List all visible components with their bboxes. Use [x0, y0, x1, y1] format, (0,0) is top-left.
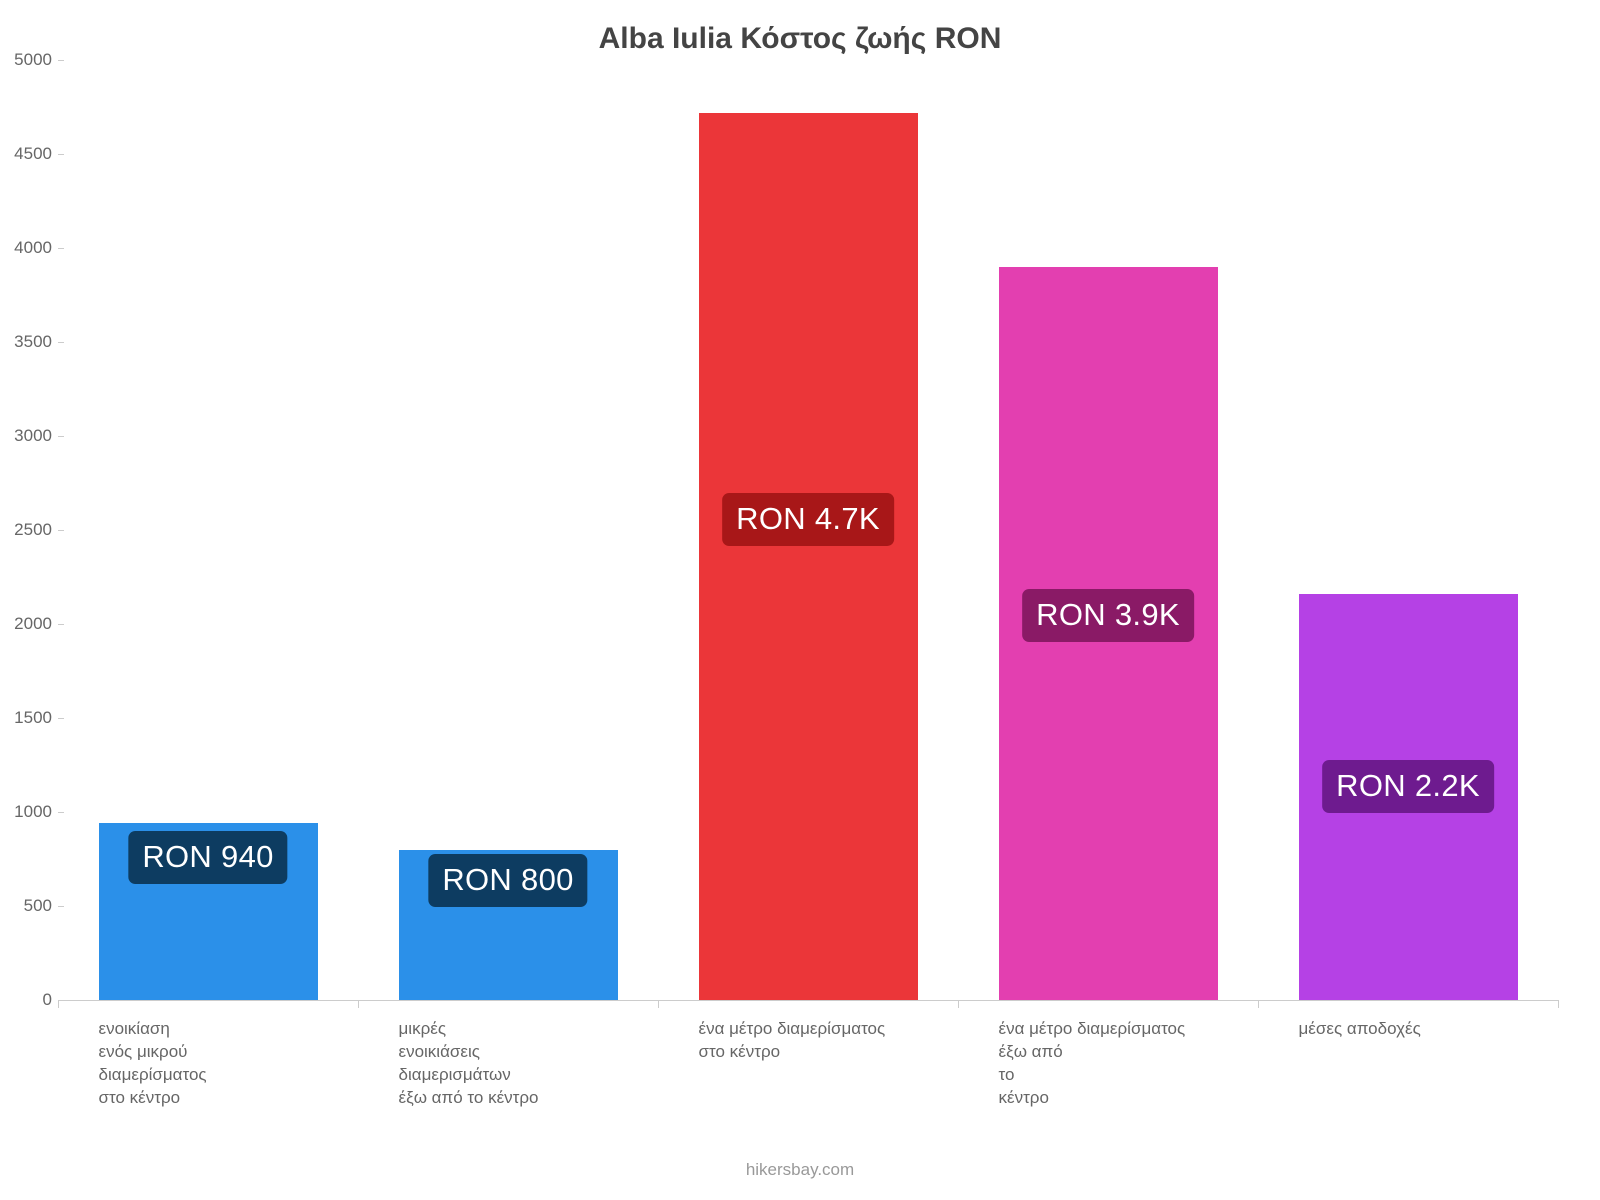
x-axis-tick — [1558, 1000, 1559, 1008]
x-axis-label: μικρές ενοικιάσεις διαμερισμάτων έξω από… — [399, 1018, 618, 1110]
chart-value-badge: RON 2.2K — [1322, 760, 1494, 813]
x-axis-tick — [1258, 1000, 1259, 1008]
y-axis-tick-label: 500 — [24, 896, 52, 916]
x-axis-label: ένα μέτρο διαμερίσματος στο κέντρο — [699, 1018, 918, 1064]
y-axis-tick-label: 2000 — [14, 614, 52, 634]
y-axis-tick-label: 1000 — [14, 802, 52, 822]
y-axis-tick-label: 4500 — [14, 144, 52, 164]
x-axis-tick — [658, 1000, 659, 1008]
y-axis-tick-label: 2500 — [14, 520, 52, 540]
x-axis-baseline — [58, 1000, 1558, 1001]
y-axis-tick-label: 1500 — [14, 708, 52, 728]
x-axis-label: ενοικίαση ενός μικρού διαμερίσματος στο … — [99, 1018, 318, 1110]
x-axis-tick — [358, 1000, 359, 1008]
chart-bar — [699, 113, 918, 1000]
chart-value-badge: RON 4.7K — [722, 493, 894, 546]
chart-value-badge: RON 940 — [128, 831, 287, 884]
chart-title: Alba Iulia Κόστος ζωής RON — [0, 22, 1600, 56]
y-axis-tick-label: 3000 — [14, 426, 52, 446]
footer-attribution: hikersbay.com — [0, 1160, 1600, 1180]
x-axis-tick — [958, 1000, 959, 1008]
chart-value-badge: RON 800 — [428, 854, 587, 907]
chart-value-badge: RON 3.9K — [1022, 589, 1194, 642]
x-axis-label: ένα μέτρο διαμερίσματος έξω από το κέντρ… — [999, 1018, 1218, 1110]
y-axis-tick-label: 5000 — [14, 50, 52, 70]
chart-container: Alba Iulia Κόστος ζωής RON 0 500 1000 1500 2… — [0, 0, 1600, 1200]
x-axis-label: μέσες αποδοχές — [1299, 1018, 1518, 1041]
y-axis-tick-label: 0 — [43, 990, 52, 1010]
y-axis-tick-label: 3500 — [14, 332, 52, 352]
y-axis-tick-label: 4000 — [14, 238, 52, 258]
x-axis-tick — [58, 1000, 59, 1008]
